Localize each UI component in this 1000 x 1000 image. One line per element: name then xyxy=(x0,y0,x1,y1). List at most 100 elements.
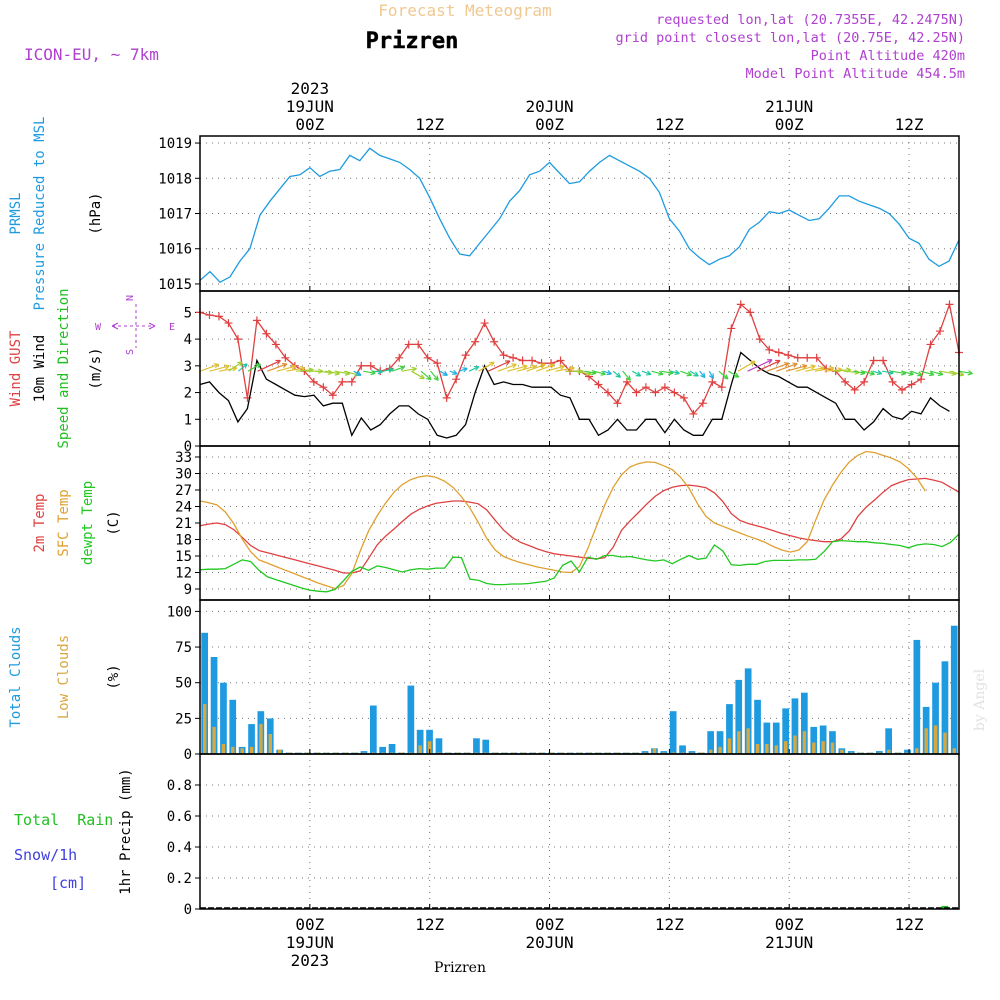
series-line-2m-temp xyxy=(199,477,960,574)
gust-marker xyxy=(651,388,660,397)
bar-low-clouds xyxy=(427,741,432,754)
wind-direction-arrow xyxy=(612,370,622,378)
bar-total-clouds xyxy=(435,738,443,754)
clouds-panel: 0 25 50 75 100 xyxy=(167,599,960,763)
y-tick-label: 9 xyxy=(184,582,192,598)
wind-direction-arrow xyxy=(949,370,965,377)
wind-direction-arrow xyxy=(689,370,699,377)
gust-marker xyxy=(309,377,318,386)
time-label-top: 20JUN xyxy=(525,97,573,116)
bar-total-clouds xyxy=(763,722,771,754)
y-tick-label: 100 xyxy=(167,604,192,620)
gust-marker xyxy=(907,380,916,389)
y-tick-label: 1017 xyxy=(158,207,192,223)
y-tick-label: 0 xyxy=(184,902,192,918)
y-tick-label: 5 xyxy=(184,305,192,321)
gust-marker xyxy=(841,377,850,386)
wind-direction-arrow xyxy=(497,363,517,372)
gust-marker xyxy=(850,385,859,394)
gust-marker xyxy=(214,312,223,321)
wind-direction-arrow xyxy=(670,369,680,376)
bar-total-clouds xyxy=(913,639,921,754)
gust-marker xyxy=(461,351,470,360)
wind-direction-arrow xyxy=(545,364,565,372)
side-label-speed-and-direction: Speed and Direction xyxy=(56,288,72,448)
wind-direction-arrow xyxy=(718,370,729,380)
time-label-bottom: 12Z xyxy=(895,915,924,934)
wind-direction-arrow xyxy=(420,370,432,381)
side-label-prmsl: PRMSL xyxy=(8,192,24,234)
gust-marker xyxy=(205,311,214,320)
y-tick-label: 33 xyxy=(175,450,192,466)
bar-total-clouds xyxy=(229,699,237,754)
wind-direction-arrow xyxy=(449,369,458,375)
y-tick-label: 1 xyxy=(184,412,192,428)
gust-marker xyxy=(281,353,290,362)
side-label--: (%) xyxy=(106,664,122,689)
y-tick-label: 50 xyxy=(175,676,192,692)
y-tick-label: 0.6 xyxy=(167,809,192,825)
location-title: Prizren xyxy=(366,29,459,54)
compass-rose: N S W E xyxy=(95,295,175,355)
model-altitude: Model Point Altitude 454.5m xyxy=(746,66,965,82)
gust-marker xyxy=(774,348,783,357)
wind-direction-arrow xyxy=(276,364,297,372)
wind-direction-arrow xyxy=(901,370,914,376)
bar-total-clouds xyxy=(847,751,855,754)
gust-marker xyxy=(262,329,271,338)
wind-direction-arrow xyxy=(391,365,405,372)
bar-low-clouds xyxy=(249,746,254,754)
wind-direction-arrow xyxy=(526,363,546,372)
gust-marker xyxy=(698,399,707,408)
panel-frame xyxy=(199,753,960,910)
wind-direction-arrow xyxy=(401,366,417,372)
wind-direction-arrow xyxy=(555,365,575,372)
y-tick-label: 30 xyxy=(175,467,192,483)
gust-marker xyxy=(812,353,821,362)
bar-total-clouds xyxy=(932,682,939,754)
side-label-total-clouds: Total Clouds xyxy=(8,626,24,727)
bar-total-clouds xyxy=(819,725,827,754)
wind-direction-arrow xyxy=(747,359,773,372)
gust-marker xyxy=(689,409,698,418)
series-line-wind-gust xyxy=(199,301,960,416)
wind-direction-arrow xyxy=(680,370,693,377)
gust-marker xyxy=(936,327,945,336)
series-line-dewpt-temp xyxy=(199,533,960,593)
side-label-2m-temp: 2m Temp xyxy=(32,493,48,552)
wind-direction-arrow xyxy=(439,370,448,376)
bar-low-clouds xyxy=(952,748,956,754)
bar-total-clouds xyxy=(660,751,668,754)
gust-marker xyxy=(860,377,869,386)
wind-direction-arrow xyxy=(862,370,875,376)
time-label-bottom: 12Z xyxy=(655,915,684,934)
wind-direction-arrow xyxy=(478,361,495,372)
time-label-bottom: 2023 xyxy=(291,951,330,970)
side-label-wind-gust: Wind GUST xyxy=(8,330,24,406)
side-label-low-clouds: Low Clouds xyxy=(56,635,72,719)
y-tick-label: 21 xyxy=(175,516,192,532)
wind-direction-arrow xyxy=(382,367,394,373)
bar-low-clouds xyxy=(933,725,938,754)
y-tick-label: 3 xyxy=(184,359,192,375)
bar-low-clouds xyxy=(746,728,750,754)
bar-total-clouds xyxy=(801,692,808,754)
time-label-top: 19JUN xyxy=(286,97,334,116)
bar-low-clouds xyxy=(709,749,713,754)
side-label-pressure-reduced-to-msl: Pressure Reduced to MSL xyxy=(32,117,48,311)
wind-direction-arrow xyxy=(228,361,243,372)
wind-direction-arrow xyxy=(930,370,944,377)
credit-label: by Angel xyxy=(972,668,988,731)
bar-low-clouds xyxy=(840,749,844,754)
point-altitude: Point Altitude 420m xyxy=(811,48,965,64)
time-label-top: 00Z xyxy=(535,115,564,134)
y-tick-label: 12 xyxy=(175,566,192,582)
wind-direction-arrow xyxy=(651,370,664,376)
bar-total-clouds xyxy=(210,657,218,754)
bar-low-clouds xyxy=(774,745,778,754)
bar-low-clouds xyxy=(924,728,928,754)
bar-low-clouds xyxy=(718,746,722,754)
wind-direction-arrow xyxy=(632,370,642,377)
requested-coords: requested lon,lat (20.7355E, 42.2475N) xyxy=(656,12,965,28)
